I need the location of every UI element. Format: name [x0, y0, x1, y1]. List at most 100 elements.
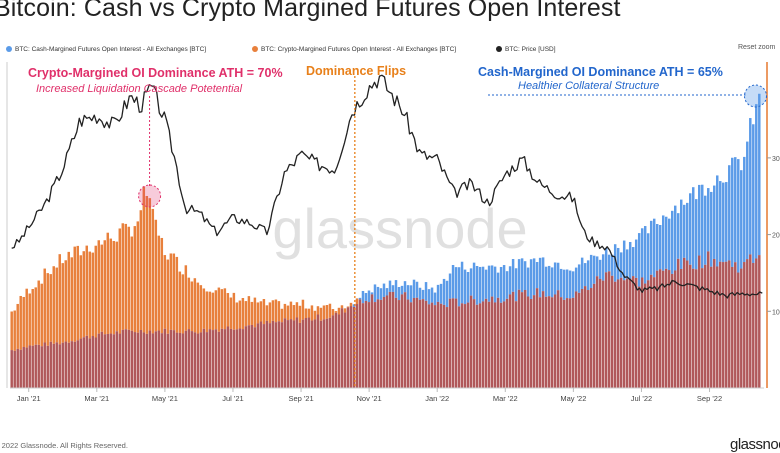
oi-bar-top — [256, 302, 260, 324]
oi-bar-overlap — [382, 296, 386, 388]
oi-bar-overlap — [433, 305, 437, 388]
oi-bar-overlap — [43, 342, 46, 388]
oi-bar-top — [238, 300, 242, 329]
oi-bar-overlap — [454, 298, 458, 388]
oi-bar-overlap — [76, 340, 79, 388]
reset-zoom-button[interactable]: Reset zoom — [738, 44, 776, 51]
oi-bar-overlap — [115, 331, 119, 388]
oi-bar-top — [707, 188, 710, 252]
oi-bar-overlap — [202, 328, 206, 388]
oi-bar-top — [184, 265, 188, 331]
price-line — [11, 74, 763, 299]
oi-bar-top — [475, 266, 479, 305]
oi-bar-top — [193, 278, 197, 333]
oi-bar-overlap — [376, 299, 380, 388]
oi-bar-top — [571, 271, 575, 298]
oi-bar-overlap — [400, 294, 404, 388]
oi-bar-top — [109, 238, 113, 334]
oi-bar-top — [61, 263, 64, 343]
oi-bar-top — [487, 265, 491, 302]
oi-bar-overlap — [490, 296, 494, 388]
oi-bar-top — [755, 104, 758, 259]
oi-bar-top — [268, 302, 272, 324]
oi-bar-overlap — [499, 302, 503, 388]
oi-bar-top — [319, 307, 323, 321]
oi-bar-overlap — [737, 272, 740, 388]
oi-bar-overlap — [686, 260, 689, 388]
oi-bar-overlap — [166, 333, 170, 388]
oi-bar-top — [127, 226, 131, 330]
oi-bar-top — [613, 244, 617, 282]
oi-bar-overlap — [328, 317, 332, 388]
legend-item-cash[interactable]: BTC: Cash-Margined Futures Open Interest… — [6, 46, 206, 53]
oi-bar-overlap — [673, 270, 677, 388]
oi-bar-top — [427, 289, 431, 305]
oi-bar-top — [211, 292, 215, 331]
oi-bar-overlap — [367, 302, 371, 388]
oi-bar-overlap — [583, 286, 587, 388]
oi-bar-top — [704, 195, 707, 265]
oi-bar-top — [538, 257, 542, 298]
oi-bar-overlap — [580, 288, 584, 388]
oi-bar-top — [154, 219, 158, 332]
oi-bar-overlap — [352, 306, 356, 388]
oi-bar-top — [713, 185, 716, 259]
oi-bar-overlap — [214, 329, 218, 388]
oi-bar-overlap — [205, 332, 209, 388]
oi-bar-overlap — [571, 297, 575, 388]
oi-bar-overlap — [592, 283, 596, 388]
oi-bar-top — [301, 299, 305, 320]
oi-bar-top — [13, 310, 16, 351]
oi-bar-top — [223, 288, 227, 330]
legend: BTC: Cash-Margined Futures Open Interest… — [6, 46, 736, 58]
oi-bar-top — [583, 263, 587, 287]
oi-bar-overlap — [325, 318, 329, 388]
oi-bar-overlap — [640, 277, 644, 388]
right-y-axis: 10 20 30 — [766, 62, 780, 388]
oi-bar-overlap — [484, 298, 488, 388]
oi-bar-overlap — [667, 270, 671, 388]
oi-bar-overlap — [746, 259, 749, 388]
oi-bar-top — [232, 292, 236, 330]
oi-bar-overlap — [643, 283, 647, 388]
oi-bar-overlap — [670, 273, 674, 388]
oi-bar-top — [358, 297, 362, 300]
oi-bar-overlap — [349, 306, 353, 388]
oi-bar-overlap — [710, 266, 713, 388]
oi-bar-top — [400, 285, 404, 295]
oi-bar-overlap — [637, 286, 641, 388]
oi-bar-top — [304, 308, 308, 319]
oi-bar-overlap — [199, 332, 203, 388]
oi-bar-overlap — [457, 306, 461, 388]
oi-bar-overlap — [106, 333, 110, 388]
oi-bar-overlap — [85, 335, 88, 388]
oi-bar-top — [217, 287, 221, 332]
oi-bar-overlap — [734, 262, 737, 388]
oi-bar-top — [130, 236, 134, 331]
oi-bar-overlap — [487, 301, 491, 388]
oi-bar-top — [622, 240, 626, 281]
oi-bar-overlap — [289, 319, 293, 388]
x-tick-label: Jan '22 — [425, 394, 449, 403]
oi-bar-top — [151, 208, 155, 334]
legend-item-crypto[interactable]: BTC: Crypto-Margined Futures Open Intere… — [252, 46, 456, 53]
oi-bar-top — [124, 223, 128, 330]
oi-bar-overlap — [226, 326, 230, 388]
oi-bar-top — [502, 265, 506, 302]
oi-bar-overlap — [172, 330, 176, 388]
oi-bar-overlap — [412, 298, 416, 388]
oi-bar-overlap — [136, 332, 140, 388]
oi-bar-overlap — [220, 328, 224, 388]
oi-bar-overlap — [193, 332, 197, 388]
oi-bar-top — [145, 196, 149, 334]
oi-bar-top — [580, 257, 584, 289]
oi-bar-top — [586, 260, 590, 291]
oi-bar-top — [463, 269, 467, 305]
oi-bar-overlap — [430, 302, 434, 388]
oi-bar-top — [244, 301, 248, 327]
legend-item-price[interactable]: BTC: Price [USD] — [496, 46, 556, 53]
oi-bar-top — [689, 193, 692, 265]
oi-bar-top — [481, 266, 485, 302]
crypto-ath-marker — [138, 184, 162, 208]
